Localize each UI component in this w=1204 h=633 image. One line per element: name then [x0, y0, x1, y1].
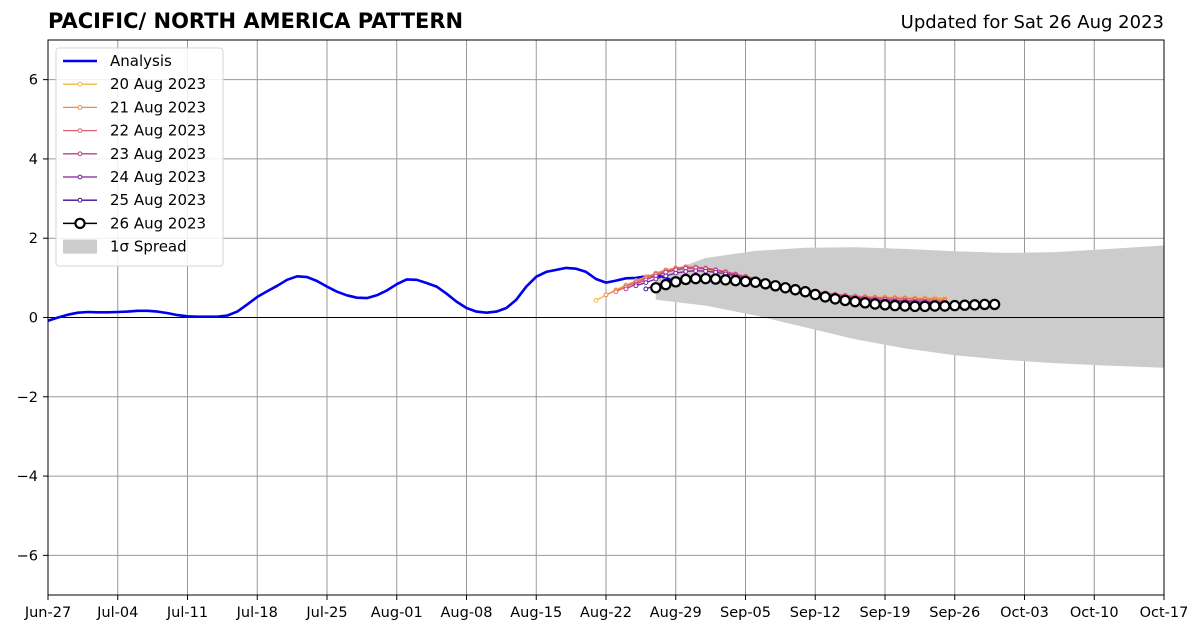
- latest-forecast-point: [949, 299, 961, 312]
- latest-forecast-point: [939, 300, 951, 312]
- legend-label: 20 Aug 2023: [110, 75, 206, 93]
- x-tick-label: Jul-25: [305, 605, 347, 621]
- forecast-point: [613, 289, 619, 295]
- legend-label: 25 Aug 2023: [110, 191, 206, 209]
- latest-forecast-point: [719, 274, 732, 286]
- latest-forecast-point: [729, 274, 742, 287]
- latest-forecast-point: [919, 300, 931, 313]
- legend-label: 26 Aug 2023: [110, 214, 206, 232]
- x-tick-label: Jul-18: [236, 605, 278, 621]
- forecast-point: [683, 269, 689, 274]
- x-tick-label: Aug-15: [510, 605, 562, 621]
- legend-forecast-marker: [77, 197, 83, 203]
- x-tick-label: Oct-17: [1140, 605, 1189, 621]
- y-tick-label: 2: [29, 231, 38, 247]
- forecast-point: [633, 283, 639, 289]
- x-tick-label: Sep-26: [929, 605, 980, 621]
- chart-title: PACIFIC/ NORTH AMERICA PATTERN: [48, 9, 464, 33]
- forecast-point: [673, 270, 679, 276]
- series-layer: [48, 264, 1001, 322]
- legend-label: 21 Aug 2023: [110, 98, 206, 116]
- latest-forecast-point: [759, 278, 772, 290]
- x-tick-label: Aug-01: [371, 605, 423, 621]
- legend-label: 23 Aug 2023: [110, 145, 206, 163]
- latest-forecast-point: [849, 295, 861, 308]
- latest-forecast-point: [859, 297, 871, 309]
- legend-label: Analysis: [110, 52, 172, 70]
- legend-label: 24 Aug 2023: [110, 168, 206, 186]
- x-tick-label: Aug-08: [441, 605, 493, 621]
- tick-layer: Jun-27 Jul-04 Jul-11 Jul-18 Jul-25 Aug-01 Aug-…: [17, 73, 1189, 621]
- legend-label: 22 Aug 2023: [110, 122, 206, 140]
- latest-forecast-point: [699, 272, 712, 285]
- latest-forecast-point: [968, 299, 981, 311]
- x-tick-label: Sep-05: [720, 605, 771, 621]
- latest-forecast-point: [660, 278, 672, 291]
- latest-forecast-point: [889, 299, 901, 312]
- y-tick-label: 6: [29, 73, 38, 89]
- x-tick-label: Sep-19: [859, 605, 910, 621]
- forecast-point: [663, 273, 669, 279]
- chart-subtitle: Updated for Sat 26 Aug 2023: [900, 12, 1164, 33]
- latest-forecast-point: [929, 300, 941, 312]
- x-tick-label: Jun-27: [24, 605, 71, 621]
- latest-forecast-point: [869, 298, 881, 310]
- latest-forecast-point: [978, 298, 991, 311]
- x-tick-label: Sep-12: [790, 605, 841, 621]
- forecast-point: [653, 276, 659, 282]
- latest-forecast-point: [799, 286, 811, 298]
- latest-forecast-point: [899, 300, 911, 312]
- latest-forecast-point: [769, 280, 782, 292]
- latest-forecast-point: [909, 300, 921, 313]
- latest-forecast-point: [709, 273, 722, 285]
- legend: Analysis 20 Aug 2023 21 Aug 2023 22 Aug 202…: [55, 47, 224, 267]
- latest-forecast-point: [809, 288, 821, 301]
- forecast-point: [693, 268, 699, 274]
- legend-forecast-marker: [77, 81, 83, 87]
- x-tick-label: Jul-11: [166, 605, 208, 621]
- latest-forecast-point: [988, 298, 1001, 311]
- analysis-line: [48, 266, 677, 322]
- legend-spread-swatch: [63, 239, 97, 254]
- latest-forecast-point: [739, 275, 752, 288]
- latest-forecast-point: [829, 293, 841, 305]
- y-tick-label: −2: [17, 390, 38, 406]
- latest-forecast-point: [749, 276, 762, 288]
- legend-forecast-marker: [77, 105, 83, 110]
- forecast-point: [703, 268, 709, 274]
- latest-forecast-point: [670, 276, 682, 288]
- latest-forecast-point: [680, 273, 692, 286]
- latest-forecast-point: [689, 272, 702, 285]
- y-tick-label: −4: [17, 469, 38, 485]
- x-tick-label: Aug-29: [650, 605, 702, 621]
- forecast-point: [643, 280, 649, 286]
- y-tick-label: −6: [17, 548, 38, 564]
- latest-forecast-point: [879, 299, 891, 311]
- latest-forecast-point: [839, 294, 851, 307]
- forecast-point: [603, 292, 609, 298]
- latest-forecast-point: [819, 291, 831, 303]
- y-tick-label: 4: [29, 152, 38, 168]
- forecast-point: [623, 286, 629, 292]
- x-tick-label: Oct-03: [1000, 605, 1049, 621]
- legend-box: [55, 47, 224, 267]
- x-tick-label: Aug-22: [580, 605, 632, 621]
- x-tick-label: Jul-04: [96, 605, 138, 621]
- latest-forecast-point: [650, 282, 662, 294]
- latest-forecast-point: [789, 284, 802, 296]
- latest-forecast-point: [779, 282, 792, 294]
- y-tick-label: 0: [29, 311, 38, 327]
- latest-forecast-point: [959, 299, 971, 311]
- legend-latest-marker: [74, 217, 86, 230]
- x-tick-label: Oct-10: [1070, 605, 1119, 621]
- legend-forecast-marker: [77, 174, 83, 180]
- forecast-point: [643, 286, 649, 292]
- legend-forecast-marker: [77, 151, 83, 157]
- legend-forecast-marker: [77, 128, 83, 134]
- legend-label: 1σ Spread: [110, 238, 187, 256]
- forecast-point: [593, 298, 599, 303]
